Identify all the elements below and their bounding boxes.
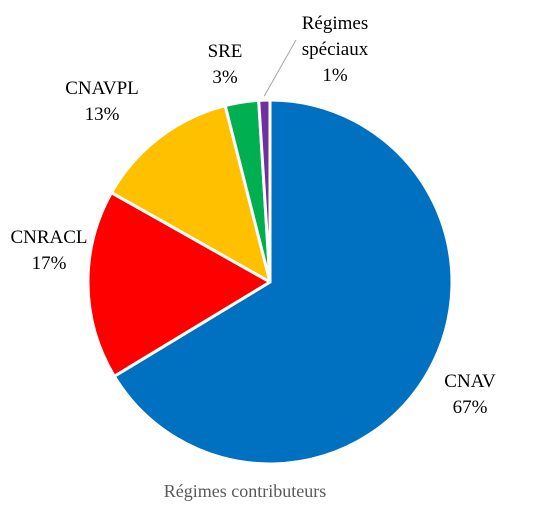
- pie-slice-cnavpl: [109, 104, 272, 284]
- pie-slice-régimes-spéciaux: [257, 98, 272, 284]
- pie-slice-cnav: [112, 98, 454, 466]
- chart-caption: Régimes contributeurs: [164, 481, 326, 501]
- slice-label-régimes-spéciaux: Régimes spéciaux 1%: [302, 13, 369, 86]
- slice-labels: CNAV 67% CNRACL 17% CNAVPL 13% SRE 3% Régimes spé…: [10, 13, 496, 418]
- slice-label-sre: SRE 3%: [208, 41, 243, 88]
- slice-label-cnav: CNAV 67%: [444, 371, 496, 418]
- leader-lines: [263, 39, 297, 97]
- slice-label-cnavpl: CNAVPL 13%: [65, 78, 139, 125]
- pie-slices: [86, 98, 454, 466]
- slice-label-cnracl: CNRACL 17%: [10, 227, 87, 274]
- leader-line: [263, 39, 297, 97]
- pie-slice-cnracl: [86, 191, 272, 378]
